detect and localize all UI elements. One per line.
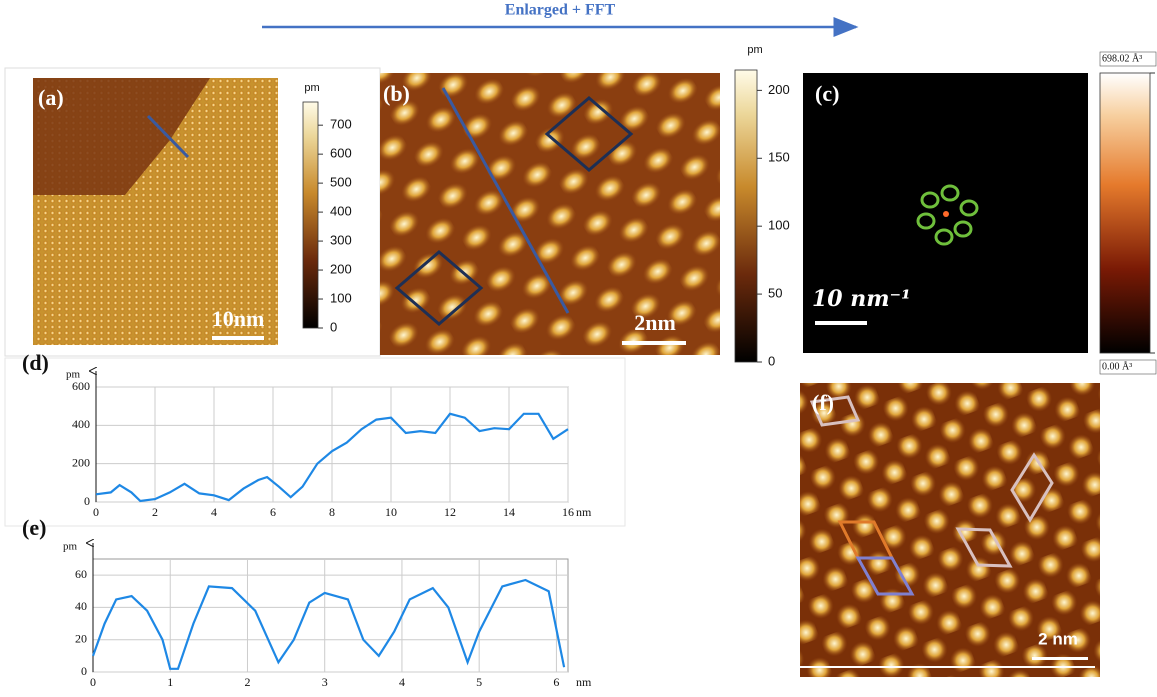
terrace — [33, 78, 210, 195]
profile-line — [146, 114, 190, 159]
scalebar — [212, 336, 264, 340]
tick-label: 100 — [330, 290, 352, 305]
scalebar — [622, 341, 686, 345]
y-tick-label: 0 — [81, 664, 87, 678]
tick-label: 698.02 Å³ — [1102, 52, 1142, 64]
scalebar-label: 10nm — [212, 306, 265, 331]
tick-label: 200 — [330, 261, 352, 276]
x-axis-label: nm — [576, 505, 592, 519]
x-tick-label: 6 — [553, 675, 559, 689]
x-tick-label: 14 — [503, 505, 515, 519]
y-axis-label: pm — [66, 369, 81, 381]
scalebar-label: 10 nm⁻¹ — [812, 286, 911, 312]
x-tick-label: 2 — [152, 505, 158, 519]
tick-label: 300 — [330, 233, 352, 248]
x-tick-label: 16 — [562, 505, 574, 519]
y-tick-label: 20 — [75, 631, 87, 645]
tick-label: 200 — [768, 82, 790, 97]
scalebar-label: 2nm — [634, 310, 676, 335]
tick-label: 700 — [330, 117, 352, 132]
colorbar-unit: pm — [304, 82, 319, 94]
tick-box — [1099, 359, 1157, 375]
colorbar-unit: pm — [747, 44, 762, 56]
tick-label: 600 — [330, 146, 352, 161]
x-tick-label: 12 — [444, 505, 456, 519]
scalebar — [815, 321, 867, 325]
x-tick-label: 10 — [385, 505, 397, 519]
unit-cell — [394, 250, 484, 326]
image-b — [380, 73, 720, 355]
tick-label: 400 — [330, 204, 352, 219]
unit-cell — [544, 96, 634, 172]
scalebar-label: 2 nm — [1038, 629, 1078, 648]
tick-label: 100 — [768, 218, 790, 233]
x-tick-label: 6 — [270, 505, 276, 519]
x-tick-label: 4 — [399, 675, 405, 689]
panel-label: (f) — [812, 390, 834, 415]
x-tick-label: 8 — [329, 505, 335, 519]
y-tick-label: 600 — [72, 379, 90, 393]
panel-frame — [4, 357, 626, 527]
x-axis-label: nm — [576, 675, 592, 689]
y-tick-label: 40 — [75, 599, 87, 613]
chart-title: (e) — [22, 515, 46, 540]
x-tick-label: 4 — [211, 505, 217, 519]
x-tick-label: 2 — [244, 675, 250, 689]
panel-label: (b) — [383, 81, 410, 106]
tick-box — [1099, 51, 1157, 67]
x-tick-label: 5 — [476, 675, 482, 689]
y-tick-label: 200 — [72, 455, 90, 469]
fft-center — [943, 211, 949, 217]
tick-label: 150 — [768, 150, 790, 165]
fft-spots — [916, 184, 979, 246]
x-tick-label: 0 — [93, 505, 99, 519]
panel-label: (a) — [38, 85, 64, 110]
x-tick-label: 3 — [322, 675, 328, 689]
y-axis-label: pm — [63, 541, 78, 553]
tick-label: 0 — [768, 353, 775, 368]
unit-cells — [809, 395, 1054, 596]
tick-label: 50 — [768, 286, 782, 301]
profile-line — [441, 87, 570, 314]
arrow-label: Enlarged + FFT — [505, 2, 616, 19]
y-tick-label: 60 — [75, 567, 87, 581]
tick-label: 0.00 Å³ — [1102, 360, 1132, 372]
tick-label: 0 — [330, 319, 337, 334]
y-tick-label: 400 — [72, 417, 90, 431]
profile-line — [91, 578, 566, 670]
y-tick-label: 0 — [84, 494, 90, 508]
plot-frame — [92, 558, 569, 673]
colorbar — [1099, 72, 1151, 354]
image-f — [800, 383, 1100, 677]
chart-title: (d) — [22, 350, 49, 375]
colorbar — [302, 101, 319, 329]
colorbar — [734, 69, 758, 363]
panel-label: (c) — [815, 81, 839, 106]
tick-label: 500 — [330, 175, 352, 190]
x-tick-label: 1 — [167, 675, 173, 689]
x-tick-label: 0 — [90, 675, 96, 689]
profile-line — [95, 412, 569, 503]
scalebar — [1032, 657, 1088, 660]
